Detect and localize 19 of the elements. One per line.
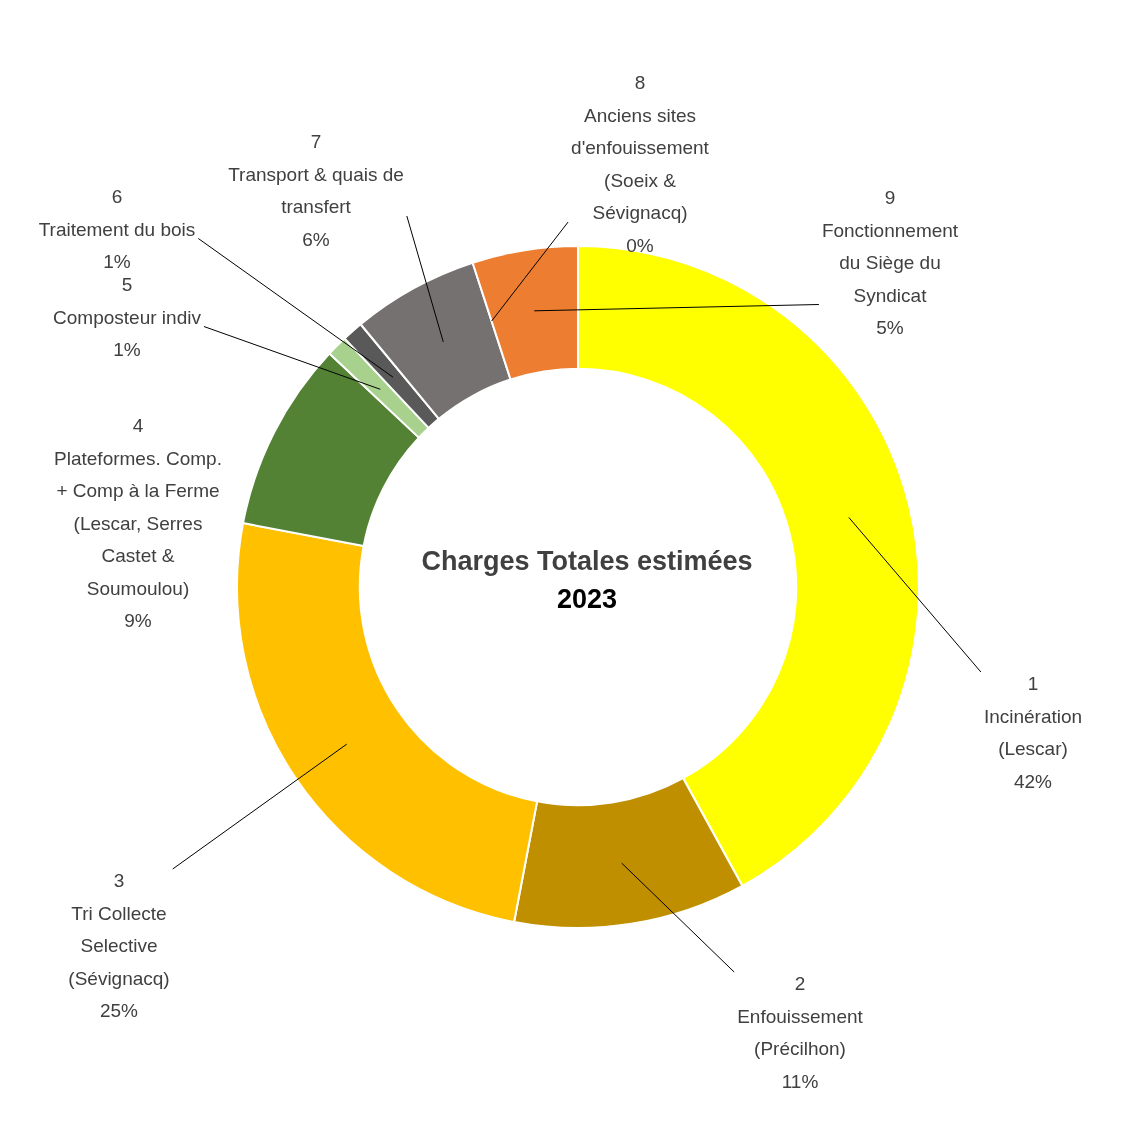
slice-label: 5 Composteur indiv	[53, 274, 202, 328]
data-label: 1%	[103, 251, 131, 273]
data-label: 5%	[876, 317, 904, 339]
slice-label: 6 Traitement du bois	[38, 186, 196, 240]
slice-label: 4 Plateformes. Comp. + Comp à la Ferme (Lescar, Serres Castet & Soumoulou)	[54, 415, 222, 599]
slice-label: 2 Enfouissement (Précilhon)	[737, 973, 864, 1060]
data-label: 42%	[1013, 770, 1053, 792]
text: 0%	[626, 234, 654, 256]
data-label: 11%	[781, 1070, 819, 1092]
data-label: 25%	[99, 1000, 139, 1022]
data-label: 1%	[113, 339, 141, 361]
slice-label: 1 Incinération (Lescar)	[983, 673, 1083, 760]
data-label: 9%	[124, 610, 152, 632]
text: Charges Totales estimées 2023	[421, 546, 753, 615]
slice-label: 7 Transport & quais de transfert	[228, 131, 404, 218]
slice-label: 9 Fonctionnement du Siège du Syndicat	[821, 187, 959, 306]
category-label: 8 Anciens sites d'enfouissement (Soeix & Sévignacq)	[571, 72, 709, 224]
slice-label: 3 Tri Collecte Selective (Sévignacq)	[68, 870, 170, 989]
data-label: 6%	[302, 228, 330, 250]
